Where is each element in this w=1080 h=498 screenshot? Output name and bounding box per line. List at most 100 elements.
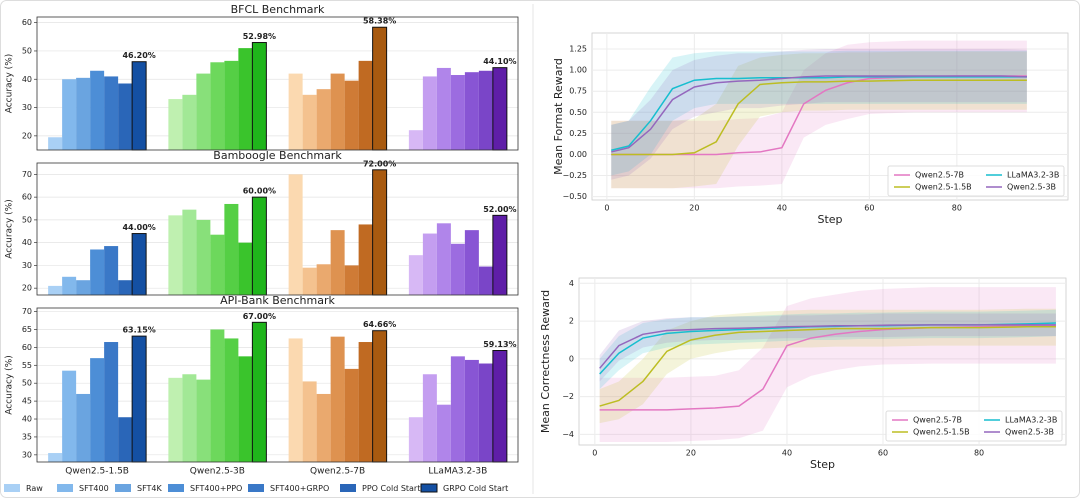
value-label: 46.20% — [122, 51, 155, 60]
y-tick-label: 55 — [22, 361, 32, 370]
x-tick-label: Qwen2.5-7B — [310, 467, 365, 477]
panel-title: BFCL Benchmark — [231, 3, 325, 16]
bar — [288, 338, 303, 462]
y-tick-label: 1.00 — [569, 66, 587, 75]
y-axis-label: Accuracy (%) — [5, 355, 15, 415]
bar — [104, 342, 119, 462]
band — [599, 309, 1056, 390]
bar — [288, 174, 303, 295]
bar — [464, 72, 479, 150]
bar — [90, 70, 105, 150]
y-axis-label: Accuracy (%) — [5, 199, 15, 259]
x-tick-label: Qwen2.5-3B — [190, 467, 245, 477]
bar — [436, 223, 451, 295]
bar — [210, 62, 225, 150]
legend-label: SFT400+PPO — [190, 484, 242, 493]
bar — [478, 70, 493, 150]
value-label: 67.00% — [243, 312, 276, 321]
x-tick-label: 0 — [592, 449, 597, 458]
legend-box — [885, 410, 1063, 442]
legend-swatch — [340, 484, 356, 492]
bar — [168, 215, 183, 295]
value-label: 59.13% — [483, 340, 516, 349]
bar — [372, 26, 388, 151]
bar — [492, 67, 508, 151]
value-label: 52.00% — [483, 205, 516, 214]
bar — [76, 280, 91, 295]
y-tick-label: 1.25 — [569, 45, 587, 54]
y-tick-label: 70 — [22, 307, 32, 316]
bar — [238, 356, 253, 462]
value-label: 64.66% — [363, 320, 396, 329]
bar — [450, 243, 465, 295]
bar — [302, 381, 317, 462]
y-tick-label: 65 — [22, 325, 32, 334]
y-tick-label: 20 — [22, 131, 32, 140]
bar — [48, 285, 63, 295]
plot-frame — [36, 16, 519, 151]
y-tick-label: −0.50 — [562, 192, 587, 201]
band — [599, 287, 1056, 442]
legend-label: SFT4K — [137, 484, 163, 493]
y-tick-label: 0.00 — [569, 150, 587, 159]
legend-label: Raw — [26, 484, 43, 493]
bar — [182, 209, 197, 295]
y-axis-label: Mean Format Reward — [552, 58, 565, 175]
legend-label: Qwen2.5-7B — [913, 416, 962, 425]
plot-frame — [36, 162, 519, 296]
x-tick-label: 20 — [689, 204, 699, 213]
bar — [358, 342, 373, 462]
x-tick-label: 40 — [782, 449, 792, 458]
bar — [344, 368, 359, 462]
line — [611, 76, 1027, 151]
legend-label: Qwen2.5-3B — [1007, 183, 1056, 192]
legend-label: SFT400+GRPO — [270, 484, 329, 493]
x-tick-label: Qwen2.5-1.5B — [65, 467, 129, 477]
bar — [48, 453, 63, 462]
y-tick-label: 4 — [569, 279, 574, 288]
x-tick-label: LLaMA3.2-3B — [428, 467, 487, 477]
bar — [168, 377, 183, 462]
bar — [316, 264, 331, 295]
x-axis-label: Step — [817, 213, 842, 226]
line — [611, 79, 1027, 156]
legend-label: SFT400 — [79, 484, 109, 493]
legend-label: Qwen2.5-3B — [1005, 428, 1054, 437]
y-tick-label: 30 — [22, 103, 32, 112]
bar — [182, 94, 197, 150]
bar — [344, 80, 359, 150]
bar — [131, 233, 147, 296]
y-tick-label: 0.75 — [569, 87, 587, 96]
bar — [118, 280, 133, 295]
value-label: 60.00% — [243, 187, 276, 196]
line — [599, 325, 1056, 407]
line — [611, 75, 1027, 153]
bar — [436, 404, 451, 462]
y-tick-label: 60 — [22, 18, 32, 27]
y-tick-label: 50 — [22, 46, 32, 55]
legend-label: Qwen2.5-1.5B — [913, 428, 970, 437]
bar — [224, 203, 239, 295]
bar — [196, 73, 211, 150]
band — [599, 308, 1056, 424]
bar — [422, 76, 437, 150]
legend-label: LLaMA3.2-3B — [1007, 171, 1059, 180]
value-label: 63.15% — [122, 326, 155, 335]
value-label: 58.38% — [363, 17, 396, 26]
y-tick-label: 60 — [22, 343, 32, 352]
bar — [131, 61, 147, 151]
y-axis-label: Accuracy (%) — [5, 54, 15, 114]
legend-label: Qwen2.5-7B — [915, 171, 964, 180]
bar — [288, 73, 303, 150]
panel-title: API-Bank Benchmark — [220, 294, 335, 307]
y-tick-label: 45 — [22, 397, 32, 406]
x-tick-label: 80 — [974, 449, 984, 458]
band — [611, 50, 1027, 176]
bar — [422, 233, 437, 295]
bar — [450, 75, 465, 150]
bar — [104, 246, 119, 295]
bar — [62, 276, 77, 295]
bar — [238, 242, 253, 295]
bar — [372, 169, 388, 296]
y-axis-label: Mean Correctness Reward — [539, 290, 552, 433]
